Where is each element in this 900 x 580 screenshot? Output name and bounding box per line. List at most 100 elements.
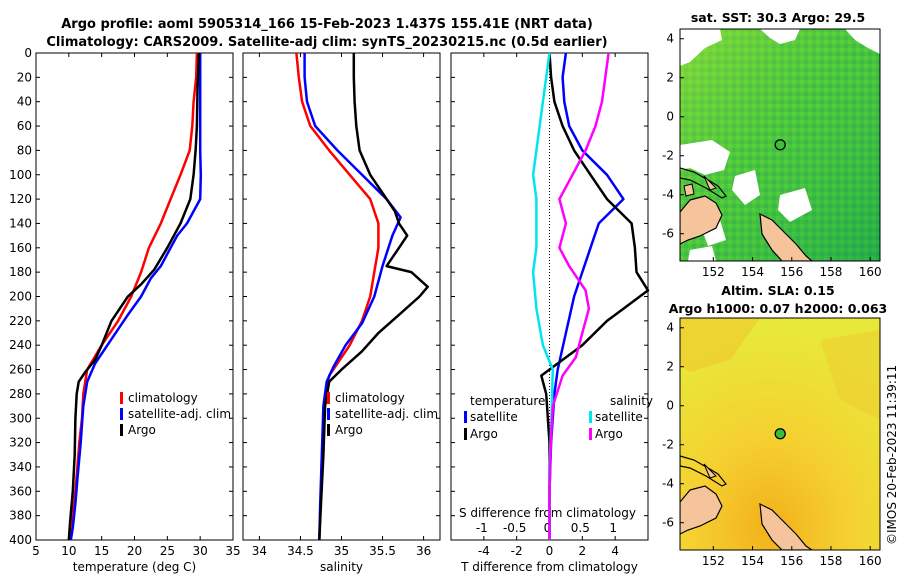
map-lon-tick-label: 158	[820, 265, 843, 279]
map-lon-tick-label: 152	[702, 554, 725, 568]
map-lat-tick-label: -2	[662, 149, 674, 163]
map-lat-tick-label: 2	[666, 71, 674, 85]
temperature-x-tick-label: 5	[32, 544, 40, 558]
sst-map-title: sat. SST: 30.3 Argo: 29.5	[691, 10, 865, 25]
difference-series-salinity-argo	[548, 52, 610, 540]
salinity-diff-tick-label: 0	[544, 521, 552, 535]
depth-tick-label: 100	[9, 168, 32, 182]
temperature-x-tick-label: 20	[127, 544, 142, 558]
depth-tick-label: 80	[17, 143, 32, 157]
difference-x-tick-label: 4	[611, 544, 619, 558]
map-lon-tick-label: 156	[780, 265, 803, 279]
map-lat-tick-label: 2	[666, 360, 674, 374]
map-lon-tick-label: 154	[741, 554, 764, 568]
depth-tick-label: 40	[17, 95, 32, 109]
map-lat-tick-label: 4	[666, 321, 674, 335]
depth-tick-label: 160	[9, 241, 32, 255]
depth-tick-label: 60	[17, 119, 32, 133]
map-lat-tick-label: -6	[662, 227, 674, 241]
difference-x-tick-label: 2	[579, 544, 587, 558]
depth-tick-label: 20	[17, 70, 32, 84]
map-lon-tick-label: 160	[859, 554, 882, 568]
map-lon-tick-label: 152	[702, 265, 725, 279]
figure-title-line2: Climatology: CARS2009. Satellite-adj cli…	[46, 35, 607, 50]
temperature-legend-label: climatology	[128, 391, 198, 405]
difference-x-axis-label: T difference from climatology	[460, 560, 638, 574]
depth-tick-label: 280	[9, 387, 32, 401]
salinity-series-satellite-adj-clim	[303, 53, 402, 541]
salinity-legend-label: Argo	[335, 423, 363, 437]
depth-tick-label: 320	[9, 436, 32, 450]
sla-argo-location-marker	[774, 428, 786, 440]
temperature-x-tick-label: 25	[160, 544, 175, 558]
salinity-diff-legend-swatch	[589, 428, 592, 440]
temperature-profile-panel: 5 10 15 20 25 30 35 temperature (deg C) 0 20 40 60 8…	[9, 46, 241, 574]
temperature-x-tick-label: 15	[94, 544, 109, 558]
depth-tick-label: 380	[9, 509, 32, 523]
temperature-series-satellite-adj-clim	[69, 53, 203, 541]
salinity-x-tick-label: 36	[416, 544, 431, 558]
salinity-series-argo	[318, 53, 429, 541]
map-lat-tick-label: -4	[662, 188, 674, 202]
depth-tick-label: 300	[9, 411, 32, 425]
map-lat-tick-label: 4	[666, 32, 674, 46]
temperature-diff-legend-label: Argo	[470, 427, 498, 441]
temperature-x-tick-label: 30	[193, 544, 208, 558]
salinity-diff-legend-label: satellite	[595, 410, 643, 424]
depth-tick-label: 200	[9, 290, 32, 304]
salinity-x-tick-label: 35	[334, 544, 349, 558]
map-lon-tick-label: 160	[859, 265, 882, 279]
salinity-legend-swatch	[327, 424, 330, 436]
legend-header-temperature: temperature	[470, 394, 545, 408]
salinity-legend-swatch	[327, 408, 330, 420]
sla-map-axes: 152 154 156 158 160 4 2 0 -2 -4 -6	[662, 321, 882, 568]
depth-tick-label: 360	[9, 484, 32, 498]
map-lat-tick-label: 0	[666, 399, 674, 413]
salinity-diff-axis-label: S difference from climatology	[459, 506, 636, 520]
temperature-legend-label: satellite-adj. clim	[128, 407, 231, 421]
temperature-x-tick-label: 35	[225, 544, 240, 558]
sst-argo-location-marker	[774, 139, 786, 151]
temperature-plot-frame	[35, 52, 234, 541]
depth-tick-label: 340	[9, 460, 32, 474]
depth-tick-label: 240	[9, 338, 32, 352]
map-lon-tick-label: 158	[820, 554, 843, 568]
depth-tick-label: 220	[9, 314, 32, 328]
depth-tick-label: 180	[9, 265, 32, 279]
salinity-diff-tick-label: -0.5	[503, 521, 526, 535]
salinity-profile-panel: 34 34.5 35 35.5 36 salinity climatology satelli…	[242, 52, 441, 574]
salinity-legend-label: climatology	[335, 391, 405, 405]
difference-x-tick-label: -4	[478, 544, 490, 558]
salinity-diff-legend-swatch	[589, 411, 592, 423]
depth-tick-label: 120	[9, 192, 32, 206]
credit-text: ©IMOS 20-Feb-2023 11:39:11	[885, 365, 899, 545]
temperature-legend-swatch	[120, 424, 123, 436]
salinity-x-tick-label: 35.5	[369, 544, 396, 558]
temperature-x-axis-label: temperature (deg C)	[73, 560, 196, 574]
sla-map-panel: Altim. SLA: 0.15 Argo h1000: 0.07 h2000:…	[662, 283, 887, 568]
salinity-diff-tick-label: -1	[476, 521, 488, 535]
depth-tick-label: 140	[9, 216, 32, 230]
salinity-plot-frame	[242, 52, 441, 541]
temperature-legend-swatch	[120, 408, 123, 420]
map-lon-tick-label: 154	[741, 265, 764, 279]
difference-x-tick-label: -2	[511, 544, 523, 558]
temperature-diff-legend-swatch	[464, 411, 467, 423]
salinity-legend-label: satellite-adj. clim	[335, 407, 438, 421]
temperature-diff-legend-swatch	[464, 428, 467, 440]
salinity-x-tick-label: 34	[252, 544, 267, 558]
map-lat-tick-label: -2	[662, 438, 674, 452]
salinity-diff-legend-label: Argo	[595, 427, 623, 441]
map-lat-tick-label: 0	[666, 110, 674, 124]
temperature-x-tick-label: 10	[61, 544, 76, 558]
difference-x-tick-label: 0	[546, 544, 554, 558]
temperature-legend-label: Argo	[128, 423, 156, 437]
depth-tick-label: 400	[9, 533, 32, 547]
salinity-x-tick-label: 34.5	[287, 544, 314, 558]
map-lon-tick-label: 156	[780, 554, 803, 568]
legend-header-salinity: salinity	[610, 394, 653, 408]
sst-map-axes: 152 154 156 158 160 4 2 0 -2 -4 -6	[662, 32, 882, 279]
temperature-series-argo	[67, 52, 201, 541]
figure-title-line1: Argo profile: aoml 5905314_166 15-Feb-20…	[61, 17, 593, 32]
